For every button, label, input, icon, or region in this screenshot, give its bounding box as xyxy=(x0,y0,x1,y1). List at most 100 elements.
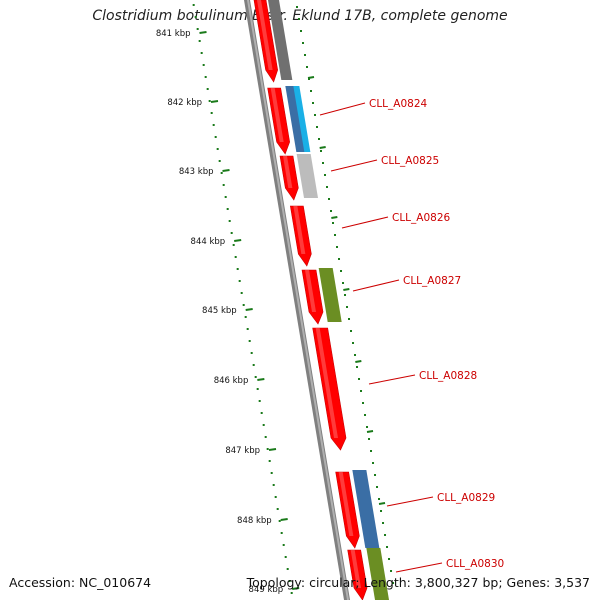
outer-dot xyxy=(390,570,393,572)
cds-arrow-shade xyxy=(315,328,339,438)
outer-dot xyxy=(318,138,321,140)
tick-mark xyxy=(210,100,219,103)
gene-label: CLL_A0828 xyxy=(419,370,477,382)
outer-dot xyxy=(300,30,303,32)
scale-dot xyxy=(206,88,209,90)
label-leader xyxy=(341,216,389,229)
outer-dot xyxy=(314,114,317,116)
cog-block xyxy=(352,470,380,548)
gene-label: CLL_A0824 xyxy=(369,98,428,110)
scale-dot xyxy=(200,52,203,54)
outer-dot xyxy=(296,6,299,8)
cds-arrow-shade xyxy=(350,550,362,588)
outer-dot xyxy=(376,486,379,488)
outer-dot xyxy=(366,426,369,428)
outer-dot xyxy=(362,402,365,404)
outer-dot xyxy=(332,222,335,224)
scale-dot xyxy=(276,508,279,510)
backbone-ring xyxy=(244,0,351,600)
outer-dot xyxy=(316,126,319,128)
outer-dot xyxy=(298,18,301,20)
label-leader xyxy=(395,562,443,573)
label-leader xyxy=(319,102,366,116)
tick-label: 847 kbp xyxy=(225,446,260,456)
scale-dot xyxy=(228,220,231,222)
scale-dot xyxy=(218,160,221,162)
scale-dot xyxy=(224,196,227,198)
scale-dot xyxy=(280,532,283,534)
cog-features xyxy=(268,0,390,600)
tick-label: 845 kbp xyxy=(202,306,237,316)
scale-dot xyxy=(282,544,285,546)
outer-tick xyxy=(319,146,326,149)
tick-label: 844 kbp xyxy=(191,237,226,247)
scale-dot xyxy=(210,112,213,114)
outer-dot xyxy=(338,258,341,260)
tick-label: 841 kbp xyxy=(156,29,191,39)
gene-labels: CLL_A0824 CLL_A0825 CLL_A0826 CLL_A0827 CLL_… xyxy=(319,98,504,573)
outer-dot xyxy=(308,78,311,80)
outer-dot xyxy=(324,174,327,176)
scale-dot xyxy=(230,232,233,234)
outer-tick xyxy=(378,502,386,505)
outer-dot xyxy=(334,234,337,236)
cds-arrow-shade xyxy=(293,206,306,254)
scale-dot xyxy=(192,4,195,6)
outer-dot xyxy=(340,270,343,272)
outer-dot xyxy=(328,198,331,200)
tick-label: 846 kbp xyxy=(214,376,249,386)
scale-dot xyxy=(226,208,229,210)
label-leader xyxy=(368,374,416,385)
scale-dot xyxy=(214,136,217,138)
outer-tick xyxy=(343,288,350,291)
outer-dot xyxy=(330,210,333,212)
scale-dot xyxy=(222,184,225,186)
scale-dot xyxy=(254,376,257,378)
outer-dot xyxy=(346,306,349,308)
tick-mark xyxy=(292,587,300,590)
cog-block xyxy=(296,154,319,198)
gene-label: CLL_A0827 xyxy=(403,275,461,287)
scale-dot xyxy=(198,40,201,42)
outer-dot xyxy=(386,546,389,548)
outer-dot xyxy=(360,390,363,392)
accession-text: Accession: NC_010674 xyxy=(9,575,152,590)
label-leader xyxy=(330,159,378,172)
outer-tick xyxy=(366,430,374,433)
cds-arrow-shade xyxy=(338,472,354,536)
scale-dot xyxy=(220,172,223,174)
outer-dot xyxy=(326,186,329,188)
cds-arrow-shade xyxy=(305,270,317,312)
scale-dot xyxy=(256,388,259,390)
outer-dot xyxy=(378,498,381,500)
tick-mark xyxy=(222,169,230,172)
outer-dot xyxy=(392,582,395,584)
scale-dot xyxy=(268,460,271,462)
scale-dot xyxy=(274,496,277,498)
scale-dot xyxy=(278,520,281,522)
outer-tick xyxy=(331,216,338,219)
scale-dot xyxy=(216,148,219,150)
scale-dot xyxy=(204,76,207,78)
gene-label: CLL_A0829 xyxy=(437,492,495,504)
tick-mark xyxy=(199,31,207,34)
scale-dot xyxy=(270,472,273,474)
outer-dot xyxy=(354,354,357,356)
scale-dot xyxy=(264,436,267,438)
tick-label: 848 kbp xyxy=(237,516,272,526)
scale-dot xyxy=(202,64,205,66)
tick-mark xyxy=(280,518,288,521)
tick-marks: 841 kbp 842 kbp 843 kbp 844 kbp 845 kbp 846 k… xyxy=(156,29,386,595)
outer-tick xyxy=(355,360,362,363)
cog-block xyxy=(366,548,390,600)
outer-dot xyxy=(344,294,347,296)
outer-dot xyxy=(320,150,323,152)
scale-dot xyxy=(234,256,237,258)
scale-dot xyxy=(232,244,235,246)
outer-dot xyxy=(382,522,385,524)
tick-mark xyxy=(245,308,253,311)
outer-dot xyxy=(322,162,325,164)
outer-tick xyxy=(307,76,315,79)
gene-label: CLL_A0826 xyxy=(392,212,451,224)
